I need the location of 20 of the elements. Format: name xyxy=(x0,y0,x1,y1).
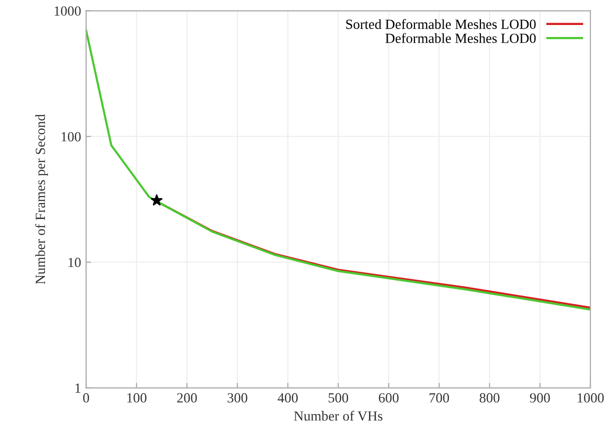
x-tick-label: 900 xyxy=(530,393,550,403)
x-tick-label: 600 xyxy=(378,393,399,403)
x-tick-label: 300 xyxy=(228,393,248,403)
y-tick-label: 1000 xyxy=(54,6,81,16)
legend-label: Sorted Deformable Meshes LOD0 xyxy=(346,19,536,29)
legend-label: Deformable Meshes LOD0 xyxy=(385,33,536,44)
y-tick-label: 1 xyxy=(76,384,80,393)
x-tick-label: 800 xyxy=(480,393,500,403)
x-tick-label: 500 xyxy=(328,393,348,403)
x-axis-title: Number of VHs xyxy=(294,410,382,421)
x-tick-label: 100 xyxy=(127,393,146,403)
x-tick-label: 200 xyxy=(177,393,197,403)
y-tick-label: 100 xyxy=(62,132,81,142)
x-tick-label: 700 xyxy=(430,393,449,403)
line-series xyxy=(86,29,590,311)
x-tick-label: 400 xyxy=(278,393,298,403)
y-axis-title: Number of Frames per Second xyxy=(35,114,48,284)
x-tick-label: 0 xyxy=(83,393,90,403)
y-tick-label: 10 xyxy=(68,258,81,268)
x-tick-label: 1000 xyxy=(578,393,604,403)
